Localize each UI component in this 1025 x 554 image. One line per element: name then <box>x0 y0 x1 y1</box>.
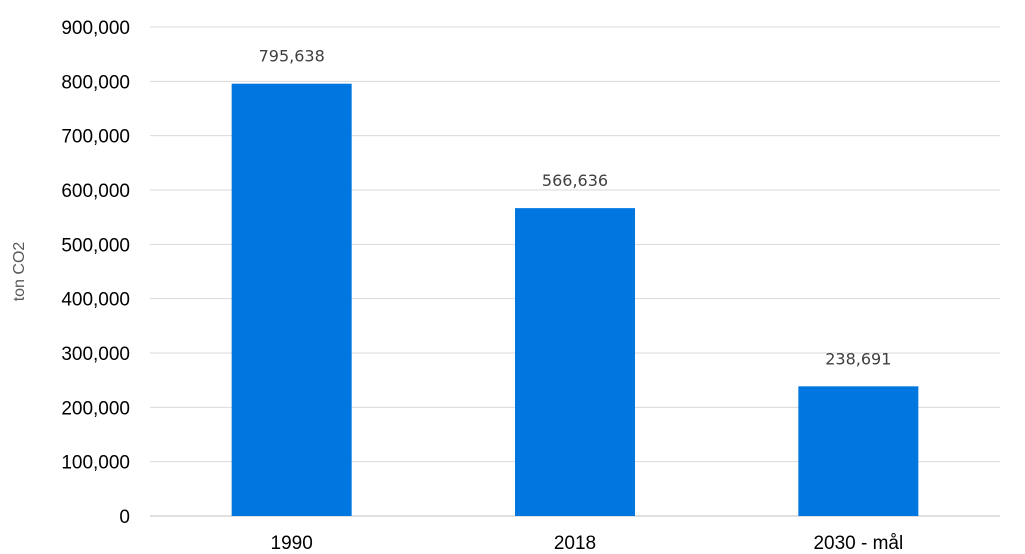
y-tick-label: 900,000 <box>61 18 130 39</box>
x-axis-category-labels: 1990 2018 2030 - mål <box>271 533 904 554</box>
bar <box>231 83 352 516</box>
x-category-label: 2030 - mål <box>813 533 903 554</box>
y-tick-label: 300,000 <box>61 344 130 365</box>
y-tick-label: 800,000 <box>61 72 130 93</box>
y-axis-title: ton CO2 <box>11 242 28 302</box>
data-label: 566,636 <box>542 171 608 190</box>
data-labels: 795,638 566,636 238,691 <box>259 47 892 369</box>
y-tick-label: 700,000 <box>61 127 130 148</box>
y-tick-label: 200,000 <box>61 398 130 419</box>
x-category-label: 1990 <box>271 533 313 554</box>
bar <box>515 208 635 516</box>
y-tick-label: 600,000 <box>61 181 130 202</box>
bar <box>798 386 919 516</box>
y-tick-label: 400,000 <box>61 290 130 311</box>
bars <box>231 83 919 516</box>
y-tick-label: 0 <box>119 507 130 528</box>
y-tick-label: 100,000 <box>61 453 130 474</box>
y-axis-tick-labels: 0 100,000 200,000 300,000 400,000 500,000 600,… <box>61 18 130 528</box>
data-label: 238,691 <box>825 349 891 368</box>
x-category-label: 2018 <box>554 533 596 554</box>
y-tick-label: 500,000 <box>61 235 130 256</box>
data-label: 795,638 <box>259 47 325 66</box>
